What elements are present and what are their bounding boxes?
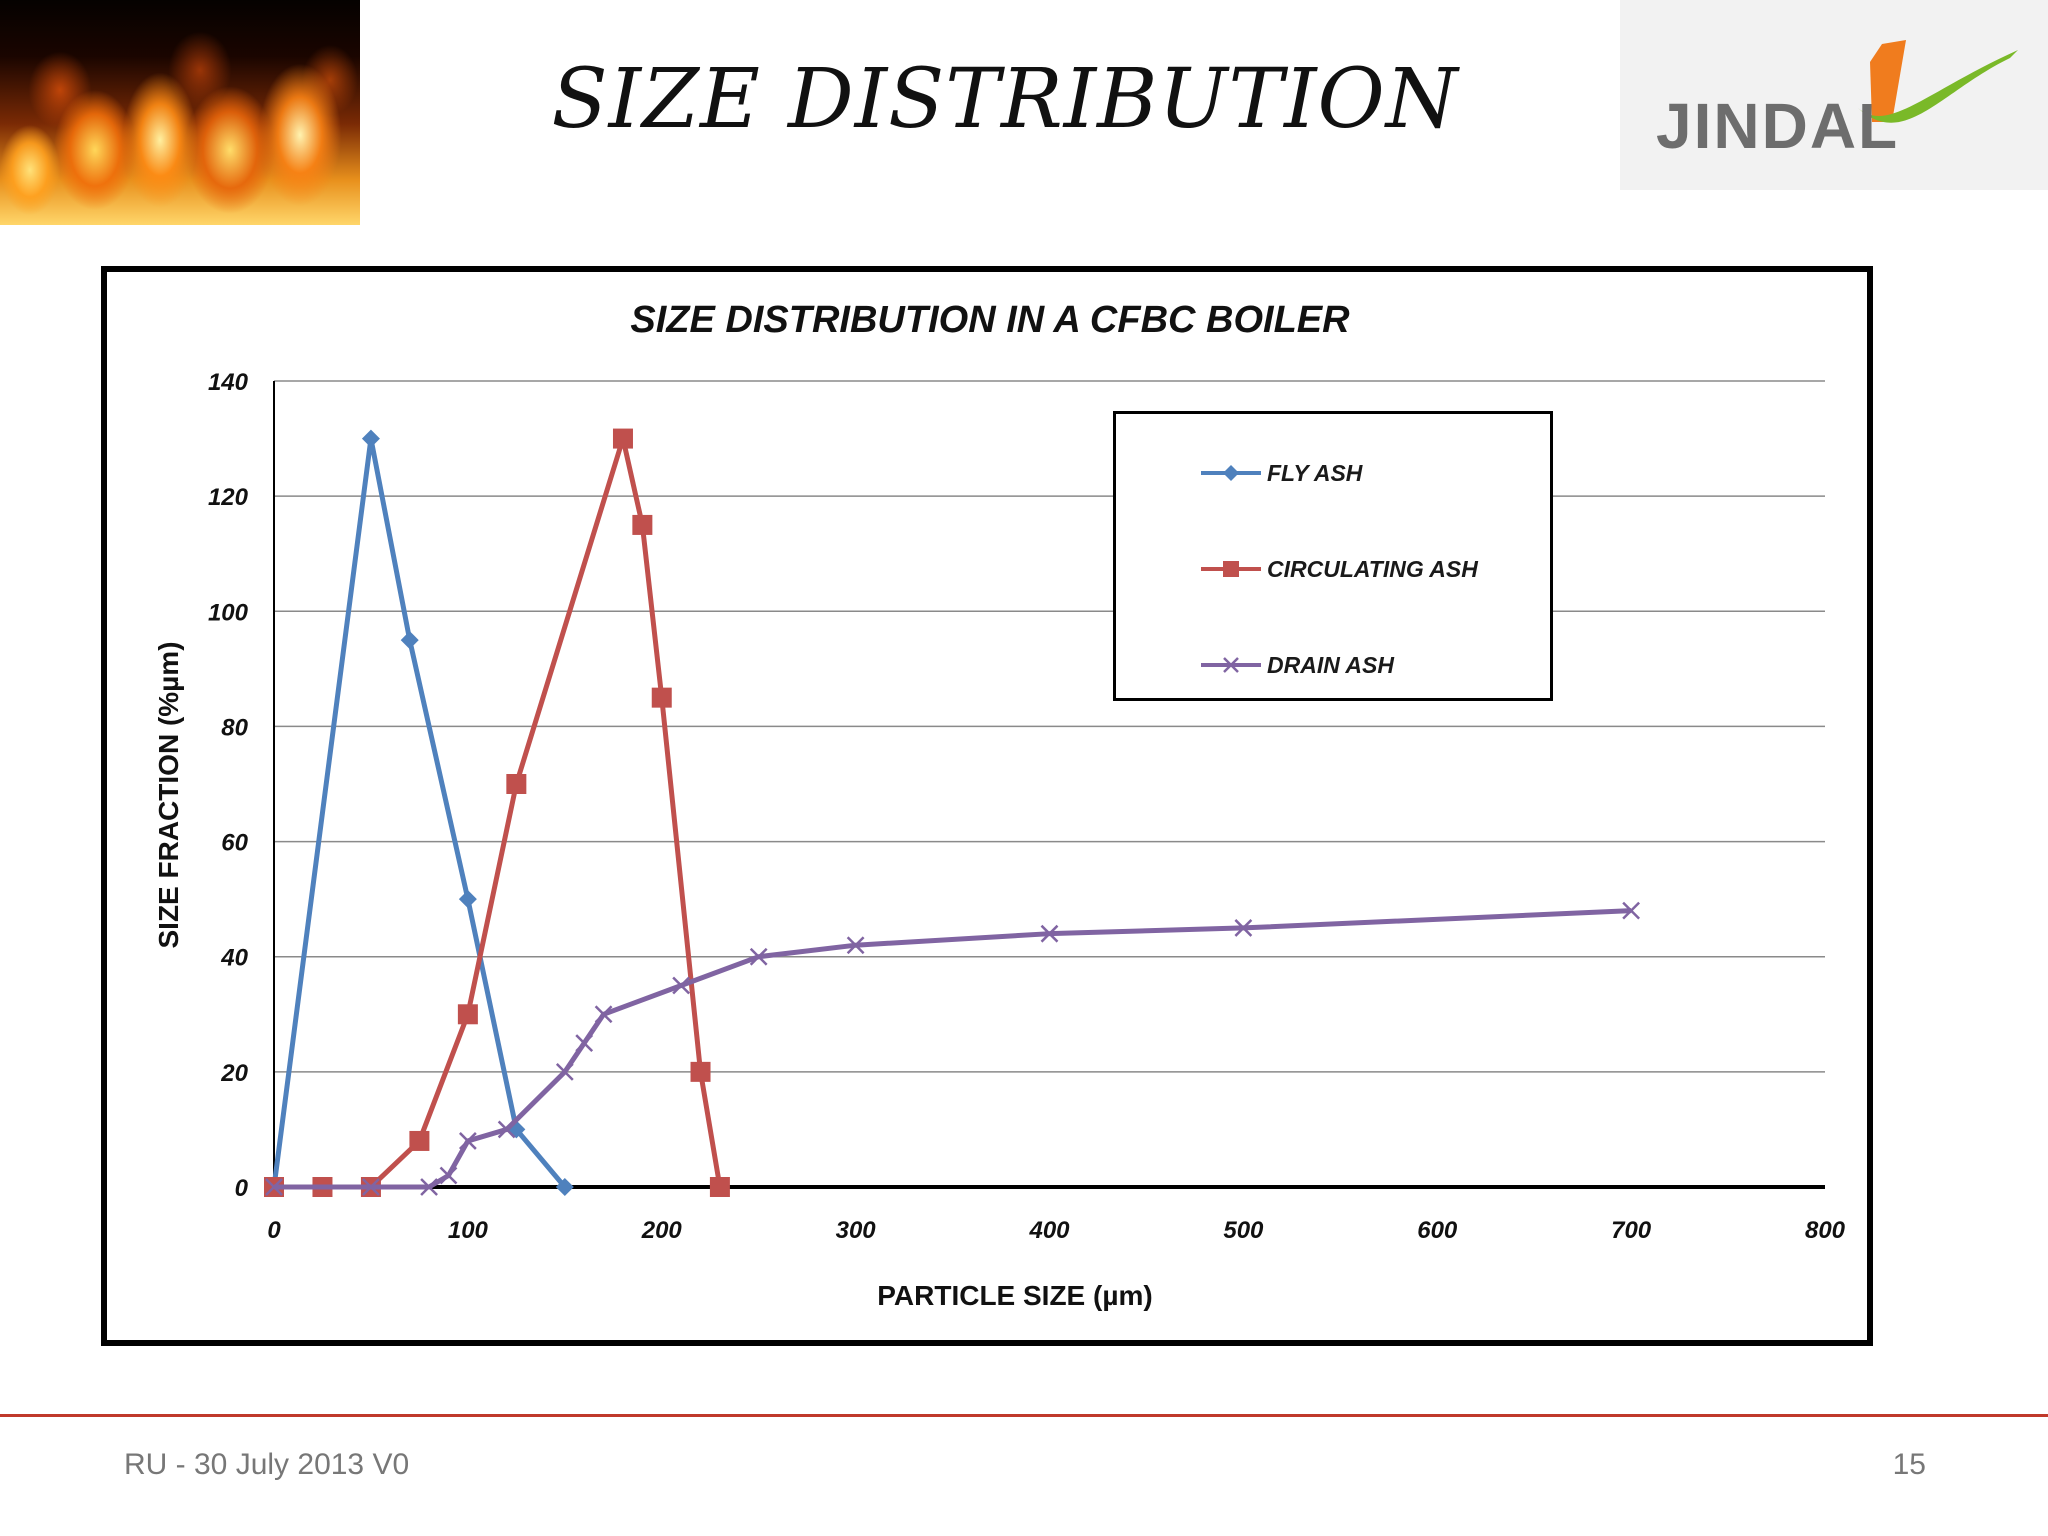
x-tick-label: 100 xyxy=(448,1217,489,1244)
legend-item-circulating-ash: CIRCULATING ASH xyxy=(1201,554,1478,584)
y-tick-label: 0 xyxy=(235,1175,249,1202)
data-point-circulating-ash xyxy=(632,514,653,535)
x-marker-stroke xyxy=(555,1062,574,1081)
legend-item-fly-ash: FLY ASH xyxy=(1201,458,1362,488)
x-axis-label: PARTICLE SIZE (µm) xyxy=(877,1280,1152,1311)
y-tick-label: 60 xyxy=(221,830,248,857)
x-marker-stroke xyxy=(439,1166,458,1185)
legend-item-drain-ash: DRAIN ASH xyxy=(1201,650,1394,680)
series-circulating-ash xyxy=(264,428,730,1197)
chart-frame xyxy=(101,266,1873,1346)
x-marker-stroke xyxy=(846,936,865,955)
data-point-drain-ash xyxy=(594,1005,613,1024)
data-point-drain-ash xyxy=(1040,924,1059,943)
x-tick-label: 0 xyxy=(267,1217,281,1244)
x-marker-stroke xyxy=(458,1132,477,1150)
legend-label-fly-ash: FLY ASH xyxy=(1267,459,1363,486)
x-tick-label: 700 xyxy=(1611,1217,1652,1244)
data-point-fly-ash xyxy=(361,429,380,448)
data-point-drain-ash xyxy=(265,1178,283,1196)
flame-image xyxy=(0,0,360,225)
data-point-drain-ash xyxy=(672,976,691,995)
chart-legend: FLY ASH CIRCULATING ASH DRAIN ASH xyxy=(1113,411,1553,701)
series-line-circulating-ash xyxy=(274,436,723,1190)
legend-label-circulating-ash: CIRCULATING ASH xyxy=(1267,555,1478,582)
x-marker-stroke xyxy=(672,976,691,995)
data-point-drain-ash xyxy=(1234,919,1253,937)
y-axis-label: SIZE FRACTION (%µm) xyxy=(153,641,184,948)
y-tick-label: 80 xyxy=(221,714,248,741)
series-line-fly-ash xyxy=(271,436,567,1189)
x-marker-stroke xyxy=(362,1178,380,1196)
x-tick-label: 800 xyxy=(1805,1217,1846,1244)
data-point-drain-ash xyxy=(555,1062,574,1081)
data-point-drain-ash xyxy=(1622,901,1641,920)
data-point-drain-ash xyxy=(439,1166,458,1185)
data-point-drain-ash xyxy=(497,1120,516,1139)
legend-label-drain-ash: DRAIN ASH xyxy=(1267,651,1394,678)
chart-title: SIZE DISTRIBUTION IN A CFBC BOILER xyxy=(630,299,1350,341)
x-marker-stroke xyxy=(265,1178,283,1196)
data-point-circulating-ash xyxy=(709,1177,730,1197)
x-marker-stroke xyxy=(497,1120,516,1139)
logo-text: JINDAL xyxy=(1656,90,1899,162)
data-point-fly-ash xyxy=(458,890,477,909)
data-point-circulating-ash xyxy=(506,774,527,794)
x-marker-stroke xyxy=(420,1178,438,1196)
x-tick-label: 200 xyxy=(641,1217,683,1244)
footer-divider xyxy=(0,1414,2048,1417)
data-point-drain-ash xyxy=(846,936,865,955)
legend-marker-fly-ash xyxy=(1201,465,1261,481)
data-point-circulating-ash xyxy=(651,687,672,708)
data-point-fly-ash xyxy=(400,631,419,650)
x-marker-stroke xyxy=(575,1034,594,1052)
page-number: 15 xyxy=(1892,1448,1926,1481)
data-point-circulating-ash xyxy=(409,1130,430,1151)
jindal-logo: JINDAL xyxy=(1620,0,2048,190)
y-tick-label: 140 xyxy=(208,369,249,396)
legend-marker-drain-ash xyxy=(1201,657,1261,673)
data-point-drain-ash xyxy=(749,947,768,966)
data-point-drain-ash xyxy=(362,1178,380,1196)
series-fly-ash xyxy=(265,429,574,1196)
y-tick-label: 100 xyxy=(208,599,249,626)
x-marker-stroke xyxy=(749,947,768,966)
y-tick-label: 20 xyxy=(220,1060,248,1087)
slide-title: SIZE DISTRIBUTION xyxy=(551,52,1459,147)
x-marker-stroke xyxy=(1622,901,1641,920)
data-point-circulating-ash xyxy=(690,1061,711,1082)
legend-marker-circulating-ash xyxy=(1201,561,1261,577)
footer-date-version: RU - 30 July 2013 V0 xyxy=(124,1448,410,1481)
series-drain-ash xyxy=(265,901,1641,1196)
data-point-circulating-ash xyxy=(612,428,633,449)
x-tick-label: 600 xyxy=(1417,1217,1458,1244)
x-marker-stroke xyxy=(1234,919,1253,937)
x-tick-label: 500 xyxy=(1223,1217,1264,1244)
data-point-fly-ash xyxy=(555,1178,574,1196)
x-tick-label: 300 xyxy=(836,1217,877,1244)
y-tick-label: 40 xyxy=(220,945,248,972)
x-marker-stroke xyxy=(1040,924,1059,943)
x-tick-label: 400 xyxy=(1028,1217,1070,1244)
data-point-drain-ash xyxy=(420,1178,438,1196)
data-point-circulating-ash xyxy=(457,1004,478,1025)
x-marker-stroke xyxy=(594,1005,613,1024)
data-point-drain-ash xyxy=(575,1034,594,1052)
data-point-drain-ash xyxy=(458,1132,477,1150)
y-tick-label: 120 xyxy=(208,484,249,511)
